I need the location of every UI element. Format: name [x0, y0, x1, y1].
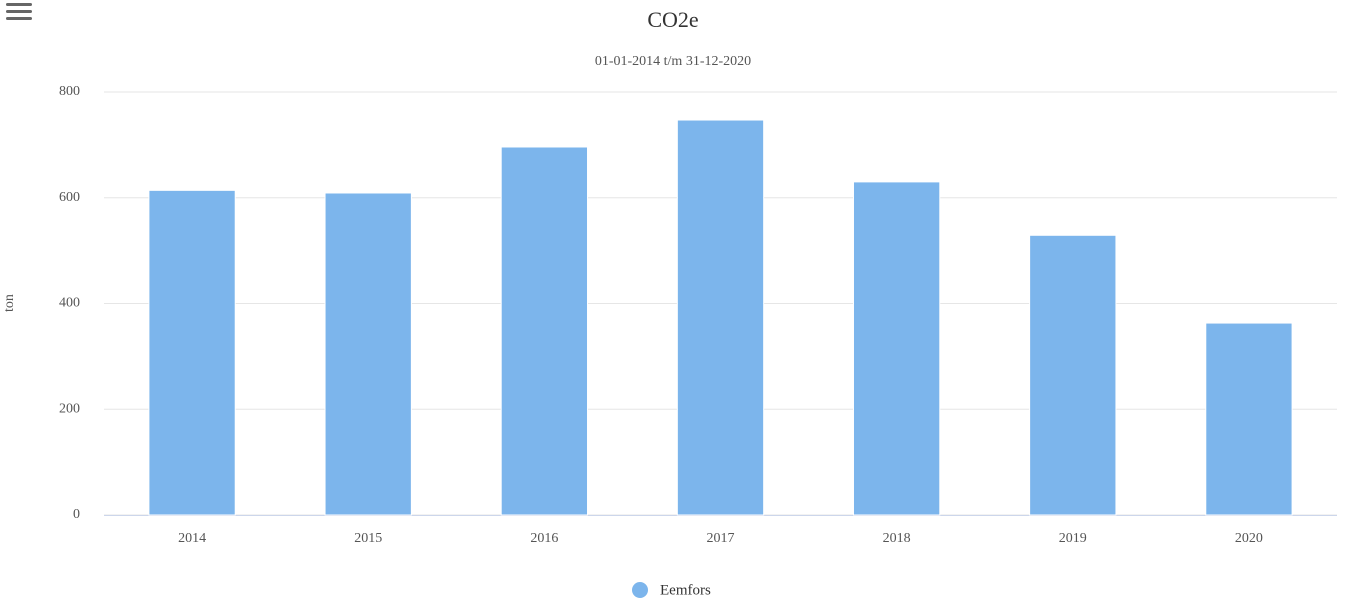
bar [852, 181, 941, 516]
y-axis-label: ton [2, 294, 17, 312]
menu-bar [6, 17, 32, 20]
x-tick-label: 2019 [1059, 531, 1087, 546]
y-tick-label: 600 [59, 190, 80, 205]
x-tick-label: 2016 [530, 531, 558, 546]
menu-bar [6, 10, 32, 13]
chart-title: CO2e [647, 7, 698, 32]
bar [1205, 322, 1293, 516]
y-tick-label: 400 [59, 296, 80, 311]
bar [324, 192, 412, 516]
x-tick-label: 2014 [178, 531, 206, 546]
bar [148, 189, 236, 516]
legend-marker [632, 582, 648, 598]
chart-subtitle: 01-01-2014 t/m 31-12-2020 [595, 54, 751, 69]
y-tick-label: 800 [59, 84, 80, 99]
x-tick-label: 2018 [883, 531, 911, 546]
bar [500, 146, 589, 516]
y-tick-label: 0 [73, 507, 80, 522]
x-tick-label: 2020 [1235, 531, 1263, 546]
bar [1029, 234, 1117, 516]
bar [676, 119, 765, 516]
x-tick-label: 2017 [707, 531, 735, 546]
menu-bar [6, 3, 32, 6]
y-tick-label: 200 [59, 401, 80, 416]
menu-button[interactable] [6, 3, 32, 20]
x-tick-label: 2015 [354, 531, 382, 546]
legend-label: Eemfors [660, 582, 711, 598]
